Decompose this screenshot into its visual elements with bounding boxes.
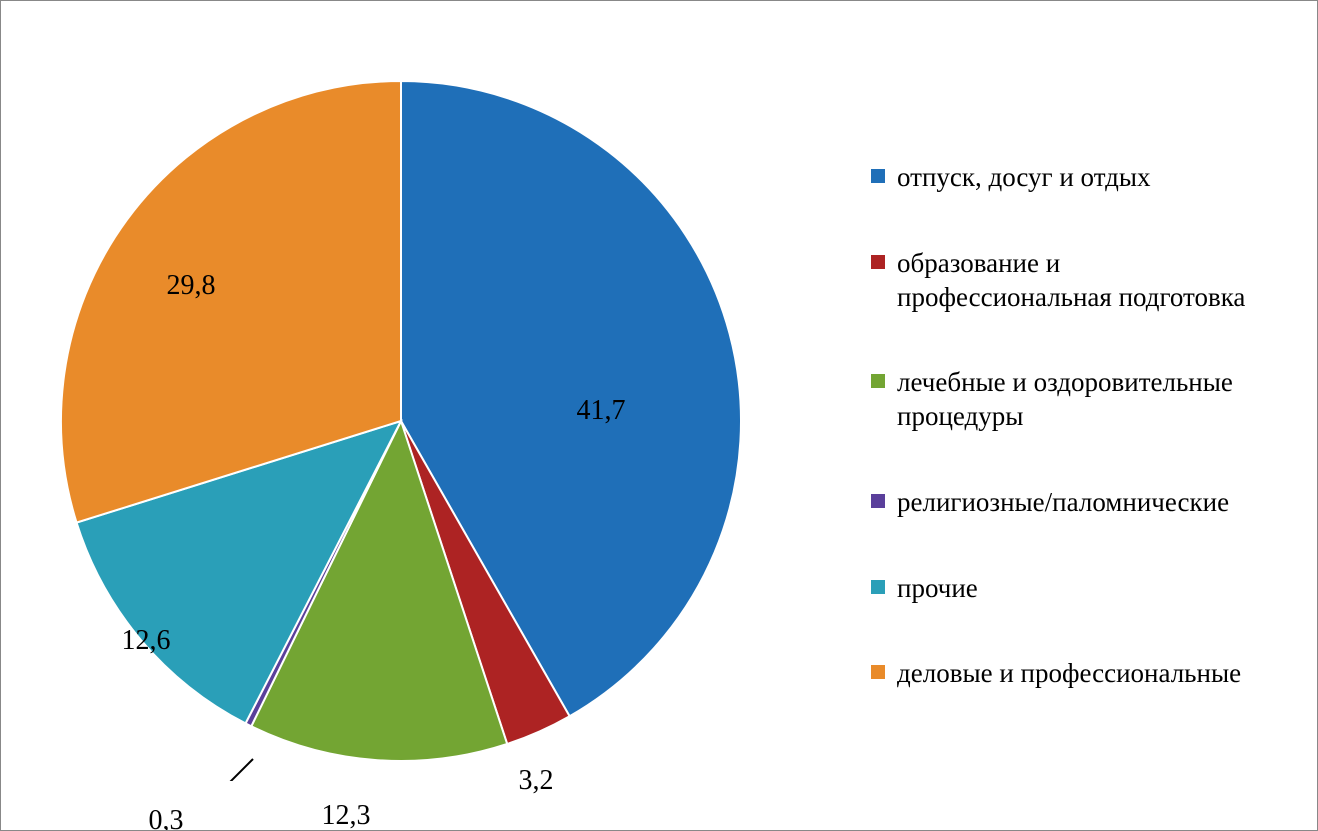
legend-swatch — [871, 580, 885, 594]
legend-label: религиозные/паломнические — [897, 486, 1229, 520]
legend-item: лечебные и оздоровительные процедуры — [871, 366, 1281, 434]
legend-label: деловые и профессиональные — [897, 657, 1241, 691]
legend-label: прочие — [897, 572, 978, 606]
pie-svg — [41, 61, 761, 781]
legend-swatch — [871, 169, 885, 183]
pie-data-label: 12,3 — [322, 800, 371, 831]
chart-frame: 41,73,212,30,312,629,8 отпуск, досуг и о… — [0, 0, 1318, 831]
legend-item: деловые и профессиональные — [871, 657, 1281, 691]
legend-item: религиозные/паломнические — [871, 486, 1281, 520]
legend-label: лечебные и оздоровительные процедуры — [897, 366, 1281, 434]
legend-swatch — [871, 374, 885, 388]
leader-line — [196, 759, 253, 781]
legend-label: отпуск, досуг и отдых — [897, 161, 1151, 195]
legend-swatch — [871, 665, 885, 679]
legend-item: прочие — [871, 572, 1281, 606]
legend-swatch — [871, 255, 885, 269]
legend-item: образование и профессиональная подготовк… — [871, 247, 1281, 315]
legend: отпуск, досуг и отдых образование и профе… — [871, 161, 1281, 743]
pie-chart: 41,73,212,30,312,629,8 — [41, 61, 761, 781]
legend-swatch — [871, 494, 885, 508]
pie-data-label: 0,3 — [149, 805, 184, 831]
legend-label: образование и профессиональная подготовк… — [897, 247, 1281, 315]
legend-item: отпуск, досуг и отдых — [871, 161, 1281, 195]
